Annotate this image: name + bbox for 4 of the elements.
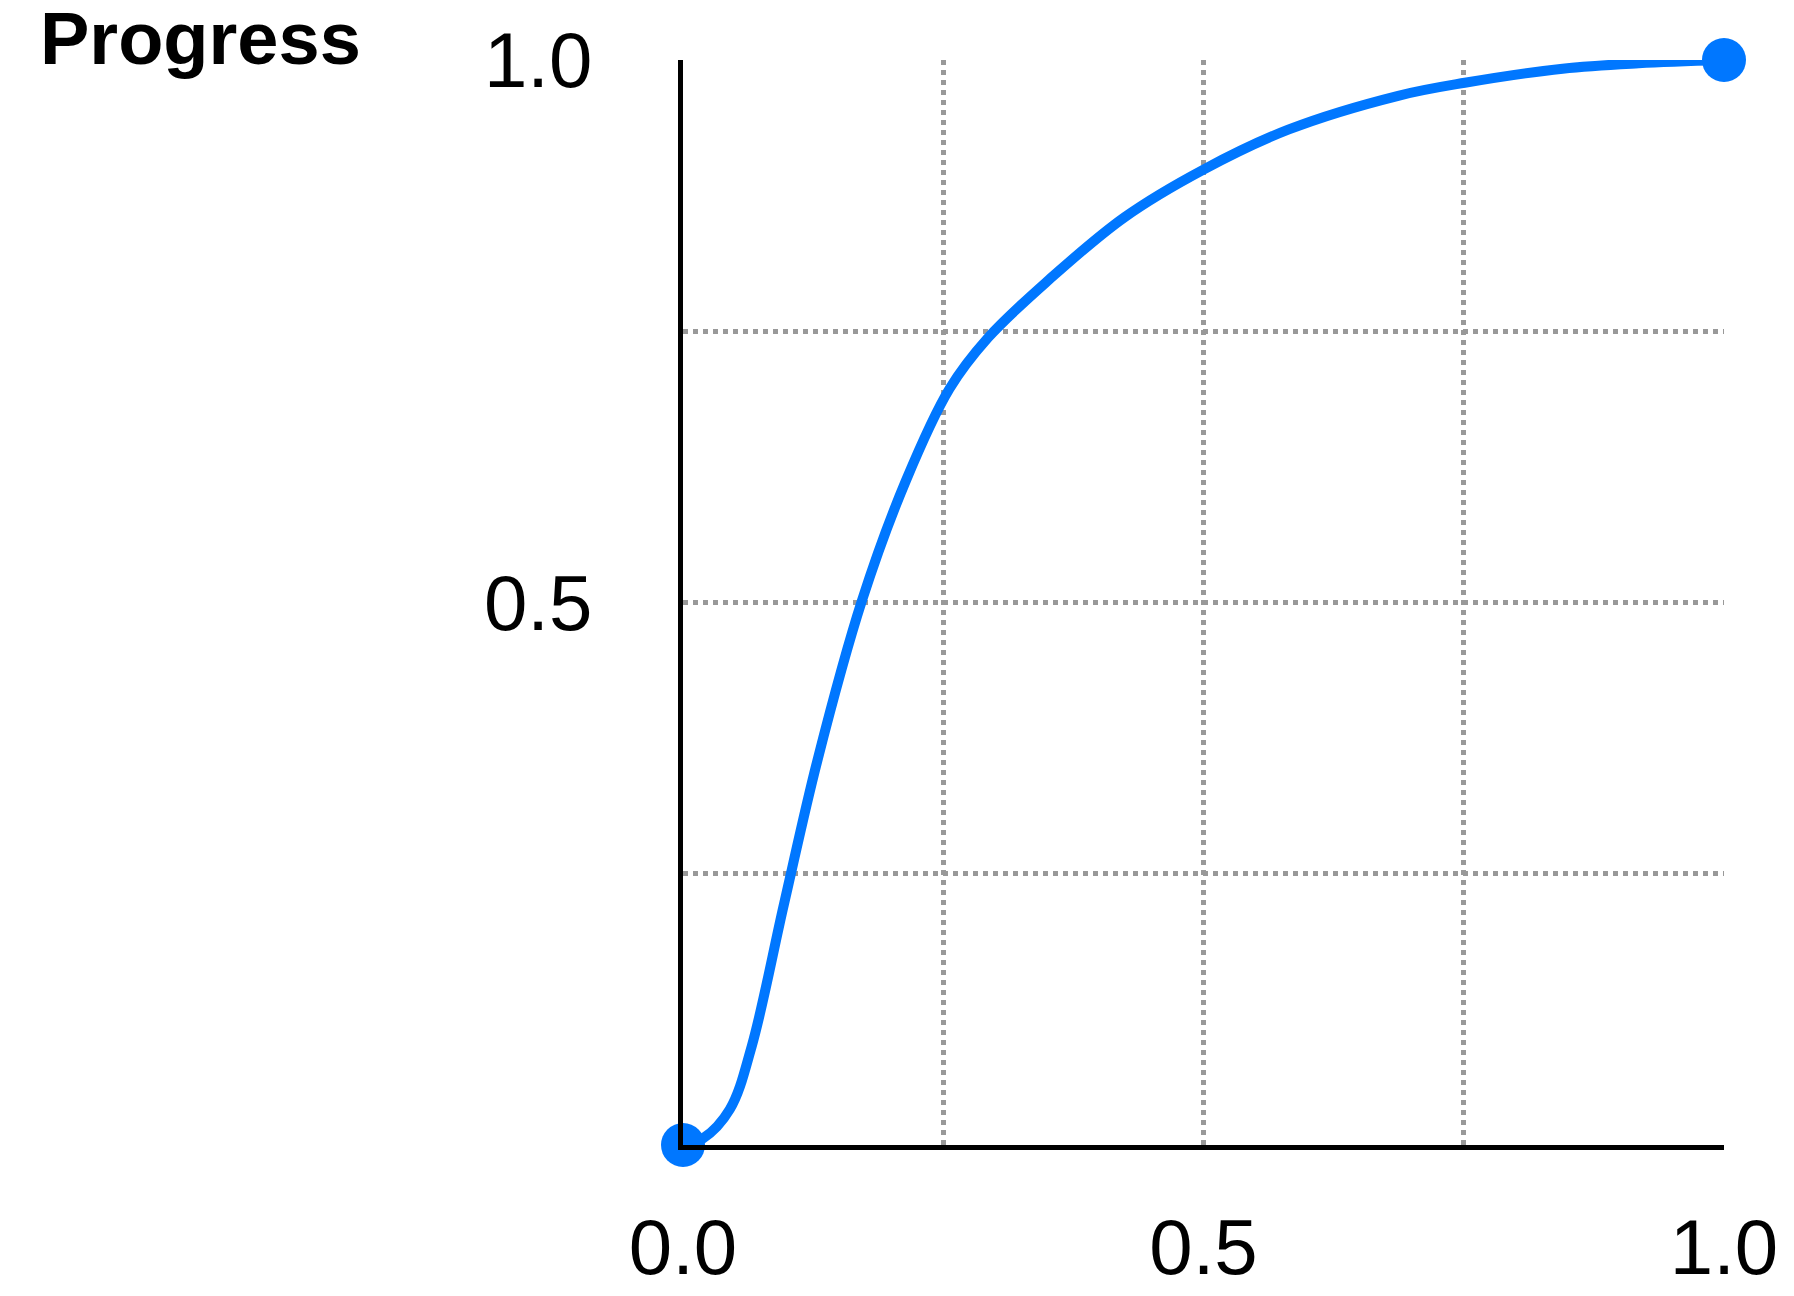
- x-tick-label: 0.0: [628, 1202, 738, 1291]
- x-tick-label: 1.0: [1669, 1202, 1779, 1291]
- x-tick-label: 0.5: [1149, 1202, 1258, 1291]
- y-axis-title: Progress: [40, 0, 361, 80]
